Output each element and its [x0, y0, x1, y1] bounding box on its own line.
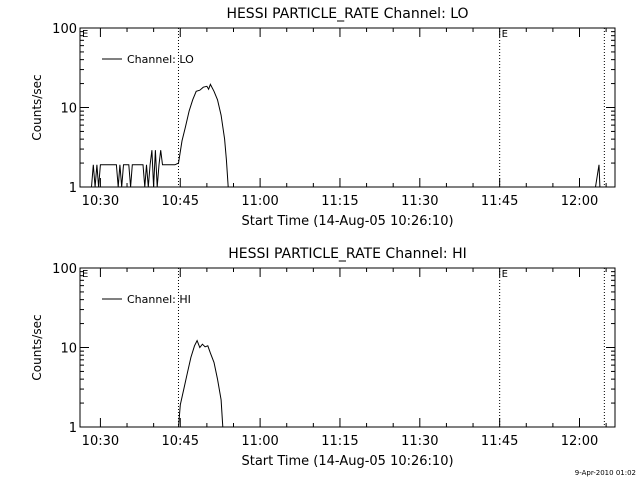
event-marker-label: E: [502, 29, 508, 40]
chart-panels: HESSI PARTICLE_RATE Channel: LO Counts/se…: [30, 6, 616, 469]
x-tick-label: 11:45: [481, 194, 518, 209]
footer-timestamp: 9-Apr-2010 01:02: [575, 469, 636, 477]
x-axis-label: Start Time (14-Aug-05 10:26:10): [241, 214, 453, 229]
y-axis-label: Counts/sec: [30, 314, 44, 380]
event-marker-label: E: [82, 269, 88, 280]
event-marker-label: E: [502, 269, 508, 280]
y-tick-label: 10: [60, 342, 77, 357]
chart-panel-0: HESSI PARTICLE_RATE Channel: LO Counts/se…: [30, 6, 616, 229]
x-tick-label: 12:00: [561, 194, 598, 209]
x-tick-label: 10:45: [162, 194, 199, 209]
event-marker-label: E: [82, 29, 88, 40]
plot-frame: [79, 27, 616, 188]
series-line: [595, 164, 601, 188]
x-tick-label: 11:30: [401, 194, 438, 209]
x-tick-label: 10:30: [82, 434, 119, 449]
y-tick-label: 100: [52, 262, 77, 277]
legend-label: Channel: LO: [127, 53, 194, 66]
chart-panel-1: HESSI PARTICLE_RATE Channel: HI Counts/se…: [30, 246, 616, 469]
y-tick-label: 1: [69, 181, 77, 196]
x-axis-label: Start Time (14-Aug-05 10:26:10): [241, 454, 453, 469]
x-tick-label: 11:45: [481, 434, 518, 449]
chart-title: HESSI PARTICLE_RATE Channel: HI: [228, 246, 466, 262]
x-tick-label: 10:45: [162, 434, 199, 449]
legend-label: Channel: HI: [127, 293, 191, 306]
y-tick-label: 100: [52, 22, 77, 37]
y-tick-label: 1: [69, 421, 77, 436]
series-line: [91, 83, 229, 188]
y-tick-label: 10: [60, 102, 77, 117]
x-tick-label: 12:00: [561, 434, 598, 449]
x-tick-label: 10:30: [82, 194, 119, 209]
plot-frame: [79, 267, 616, 428]
series-line: [178, 339, 224, 428]
y-axis-label: Counts/sec: [30, 74, 44, 140]
chart-title: HESSI PARTICLE_RATE Channel: LO: [226, 6, 468, 22]
x-tick-label: 11:00: [241, 194, 278, 209]
x-tick-label: 11:15: [321, 434, 358, 449]
x-tick-label: 11:00: [241, 434, 278, 449]
x-tick-label: 11:30: [401, 434, 438, 449]
x-tick-label: 11:15: [321, 194, 358, 209]
